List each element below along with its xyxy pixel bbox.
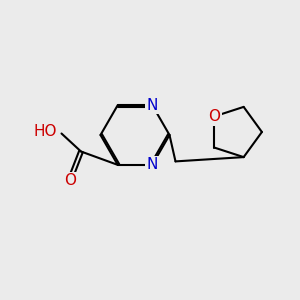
Text: N: N [147, 98, 158, 112]
Text: N: N [147, 158, 158, 172]
Text: O: O [64, 173, 76, 188]
Text: HO: HO [34, 124, 57, 139]
Text: O: O [208, 109, 220, 124]
